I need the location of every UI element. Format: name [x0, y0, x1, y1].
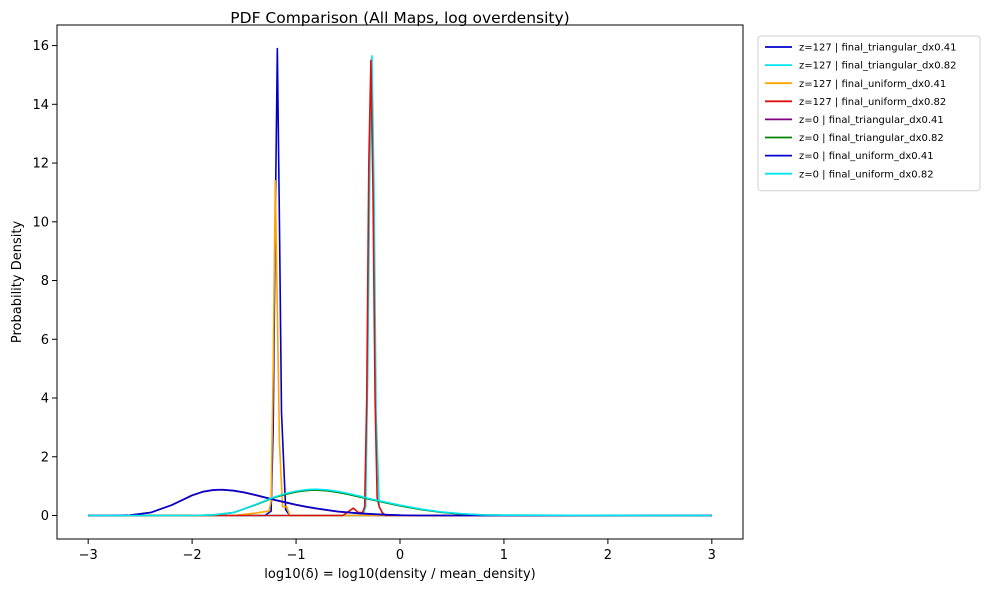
y-tick-label: 2 [41, 450, 49, 465]
x-axis-label: log10(δ) = log10(density / mean_density) [264, 567, 535, 582]
series-lines [88, 47, 712, 517]
y-axis-label: Probability Density [10, 221, 25, 344]
x-tick-label: 0 [396, 548, 404, 563]
y-tick-label: 4 [41, 392, 49, 407]
legend-entry-label: z=0 | final_uniform_dx0.41 [799, 151, 934, 162]
x-tick-label: 1 [500, 548, 508, 563]
y-tick-label: 10 [32, 215, 49, 230]
legend-entry-label: z=0 | final_uniform_dx0.82 [799, 169, 934, 180]
legend-entry-label: z=0 | final_triangular_dx0.82 [799, 133, 944, 144]
y-tick-label: 16 [32, 39, 49, 54]
legend-entry-label: z=127 | final_uniform_dx0.41 [799, 79, 946, 90]
y-tick-label: 8 [41, 274, 49, 289]
y-axis: 0 2 4 6 8 10 12 14 16 [32, 39, 57, 524]
x-tick-label: 3 [708, 548, 716, 563]
x-tick-label: −2 [183, 548, 202, 563]
legend: z=127 | final_triangular_dx0.41 z=127 | f… [757, 35, 981, 192]
legend-entry-label: z=127 | final_triangular_dx0.41 [799, 43, 957, 54]
x-axis: −3 −2 −1 0 1 2 3 [79, 539, 716, 563]
x-tick-label: 2 [604, 548, 612, 563]
y-tick-label: 6 [41, 333, 49, 348]
x-tick-label: −3 [79, 548, 98, 563]
y-tick-label: 12 [32, 157, 49, 172]
legend-entry-label: z=127 | final_uniform_dx0.82 [799, 97, 946, 108]
legend-entry-label: z=0 | final_triangular_dx0.41 [799, 115, 944, 126]
series-line-3 [88, 179, 712, 517]
y-tick-label: 0 [41, 509, 49, 524]
x-tick-label: −1 [286, 548, 305, 563]
legend-frame [757, 35, 981, 192]
y-tick-label: 14 [32, 98, 49, 113]
series-line-4 [88, 59, 712, 517]
series-line-1 [88, 47, 712, 517]
series-line-8 [88, 488, 712, 517]
series-line-7 [88, 488, 712, 517]
legend-entry-label: z=127 | final_triangular_dx0.82 [799, 61, 957, 72]
chart-title: PDF Comparison (All Maps, log overdensit… [230, 9, 569, 27]
